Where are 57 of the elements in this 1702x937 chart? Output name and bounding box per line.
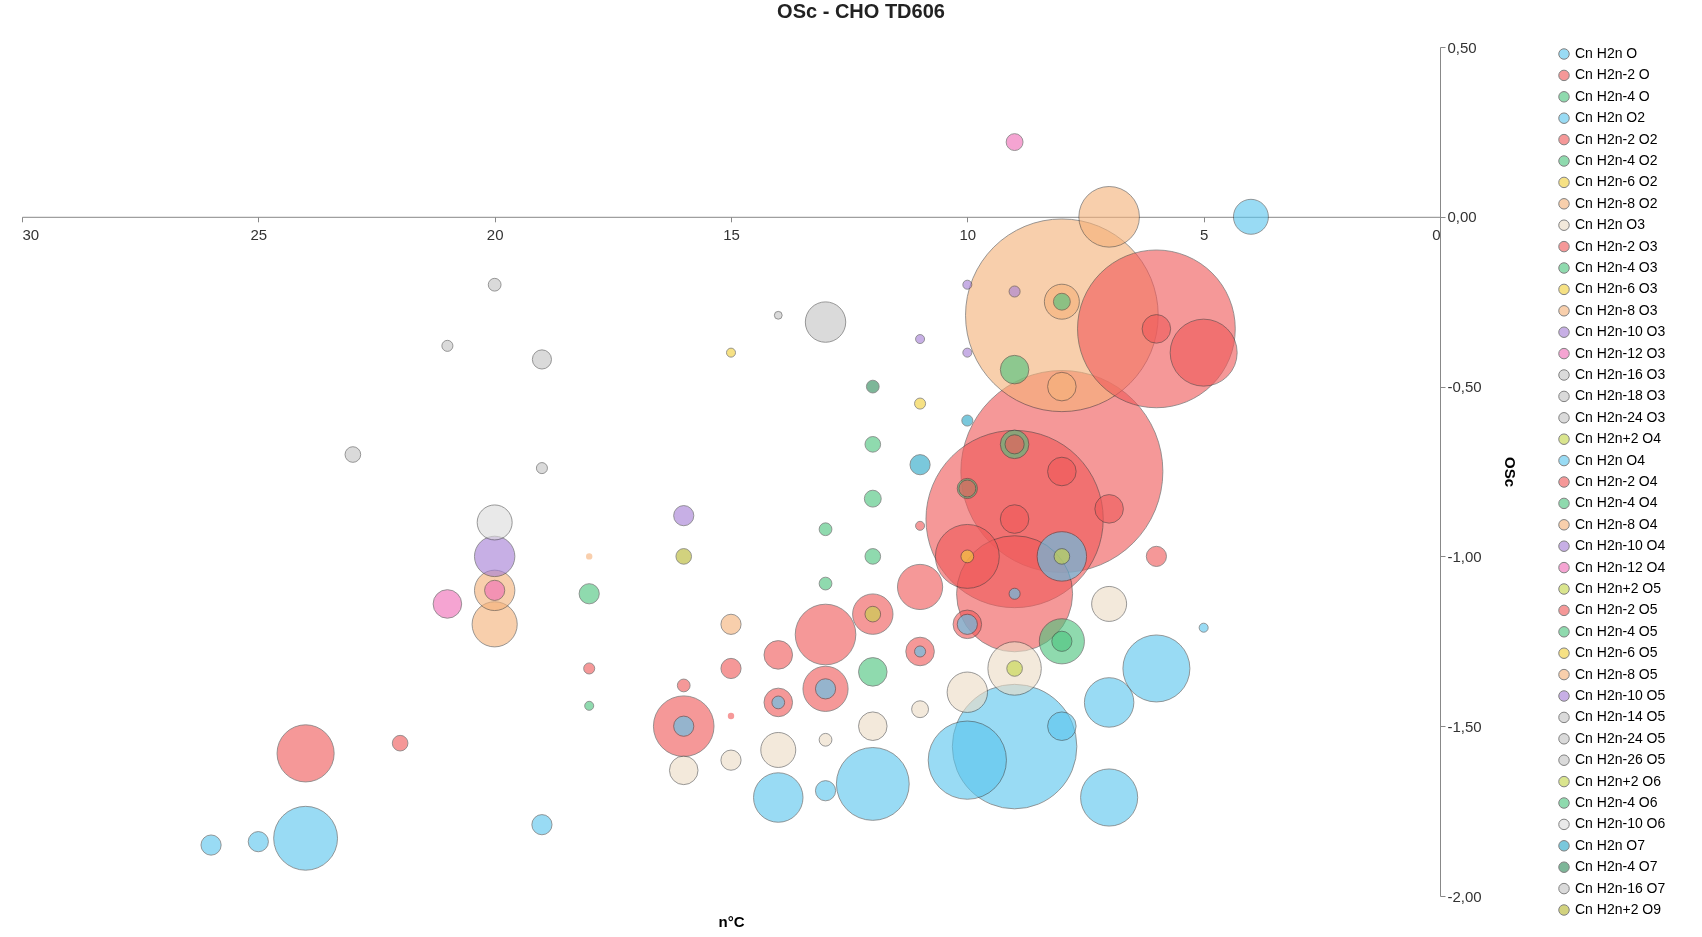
legend-label: Cn H2n-10 O6 xyxy=(1575,815,1666,832)
legend-label: Cn H2n-16 O7 xyxy=(1575,879,1666,896)
legend-label: Cn H2n-4 O2 xyxy=(1575,152,1658,168)
legend-label: Cn H2n O7 xyxy=(1575,836,1646,853)
legend-label: Cn H2n-8 O5 xyxy=(1575,665,1658,682)
legend-label: Cn H2n-24 O3 xyxy=(1575,408,1666,425)
legend-label: Cn H2n-12 O3 xyxy=(1575,344,1666,361)
legend-label: Cn H2n O4 xyxy=(1575,451,1646,468)
legend-label: Cn H2n-4 O5 xyxy=(1575,622,1658,639)
y-tick-label: -1,00 xyxy=(1447,547,1482,565)
legend-label: Cn H2n-8 O4 xyxy=(1575,515,1658,532)
legend-label: Cn H2n+2 O9 xyxy=(1575,901,1662,917)
legend-label: Cn H2n-6 O3 xyxy=(1575,280,1658,297)
legend-label: Cn H2n-16 O3 xyxy=(1575,366,1666,382)
legend-label: Cn H2n-8 O2 xyxy=(1575,194,1658,211)
x-tick-label: 20 xyxy=(486,226,504,244)
x-tick-label: 5 xyxy=(1199,226,1209,244)
y-axis-title: OSc xyxy=(1501,456,1519,488)
legend-label: Cn H2n-4 O xyxy=(1575,87,1650,104)
legend-label: Cn H2n-2 O xyxy=(1575,66,1650,83)
legend-label: Cn H2n-2 O5 xyxy=(1575,601,1658,618)
chart-title: OSc - CHO TD606 xyxy=(777,0,945,22)
legend-label: Cn H2n-4 O3 xyxy=(1575,259,1658,275)
y-tick-label: -1,50 xyxy=(1447,717,1482,735)
legend-label: Cn H2n-6 O5 xyxy=(1575,644,1658,661)
legend-label: Cn H2n-10 O5 xyxy=(1575,687,1666,703)
legend-label: Cn H2n O3 xyxy=(1575,216,1646,233)
x-axis-title: n°C xyxy=(718,912,745,930)
legend-label: Cn H2n-8 O3 xyxy=(1575,301,1658,318)
legend-label: Cn H2n-6 O2 xyxy=(1575,173,1658,190)
legend-label: Cn H2n-24 O5 xyxy=(1575,729,1666,746)
legend-label: Cn H2n O2 xyxy=(1575,109,1646,126)
legend-label: Cn H2n-2 O2 xyxy=(1575,130,1658,147)
legend-label: Cn H2n-2 O3 xyxy=(1575,237,1658,254)
legend-label: Cn H2n-2 O4 xyxy=(1575,473,1658,489)
legend-label: Cn H2n-26 O5 xyxy=(1575,751,1666,768)
x-tick-label: 0 xyxy=(1432,226,1441,244)
legend-label: Cn H2n-10 O4 xyxy=(1575,537,1666,554)
legend-label: Cn H2n-12 O4 xyxy=(1575,558,1666,575)
legend-label: Cn H2n+2 O6 xyxy=(1575,772,1662,789)
legend-label: Cn H2n+2 O4 xyxy=(1575,430,1662,447)
y-tick-label: 0,00 xyxy=(1447,208,1477,226)
legend-label: Cn H2n O xyxy=(1575,45,1638,61)
legend-label: Cn H2n+2 O5 xyxy=(1575,580,1662,596)
x-tick-label: 25 xyxy=(250,226,268,244)
legend-label: Cn H2n-14 O5 xyxy=(1575,708,1666,725)
legend-label: Cn H2n-4 O7 xyxy=(1575,858,1658,875)
legend-label: Cn H2n-4 O6 xyxy=(1575,794,1658,810)
legend-label: Cn H2n-4 O4 xyxy=(1575,494,1658,511)
x-tick-label: 10 xyxy=(959,226,977,244)
y-tick-label: -0,50 xyxy=(1447,378,1482,396)
y-tick-label: 0,50 xyxy=(1447,38,1477,56)
legend-label: Cn H2n-18 O3 xyxy=(1575,387,1666,404)
x-tick-label: 30 xyxy=(22,226,40,244)
y-tick-label: -2,00 xyxy=(1447,887,1482,905)
x-tick-label: 15 xyxy=(723,226,740,244)
legend-label: Cn H2n-10 O3 xyxy=(1575,323,1666,340)
